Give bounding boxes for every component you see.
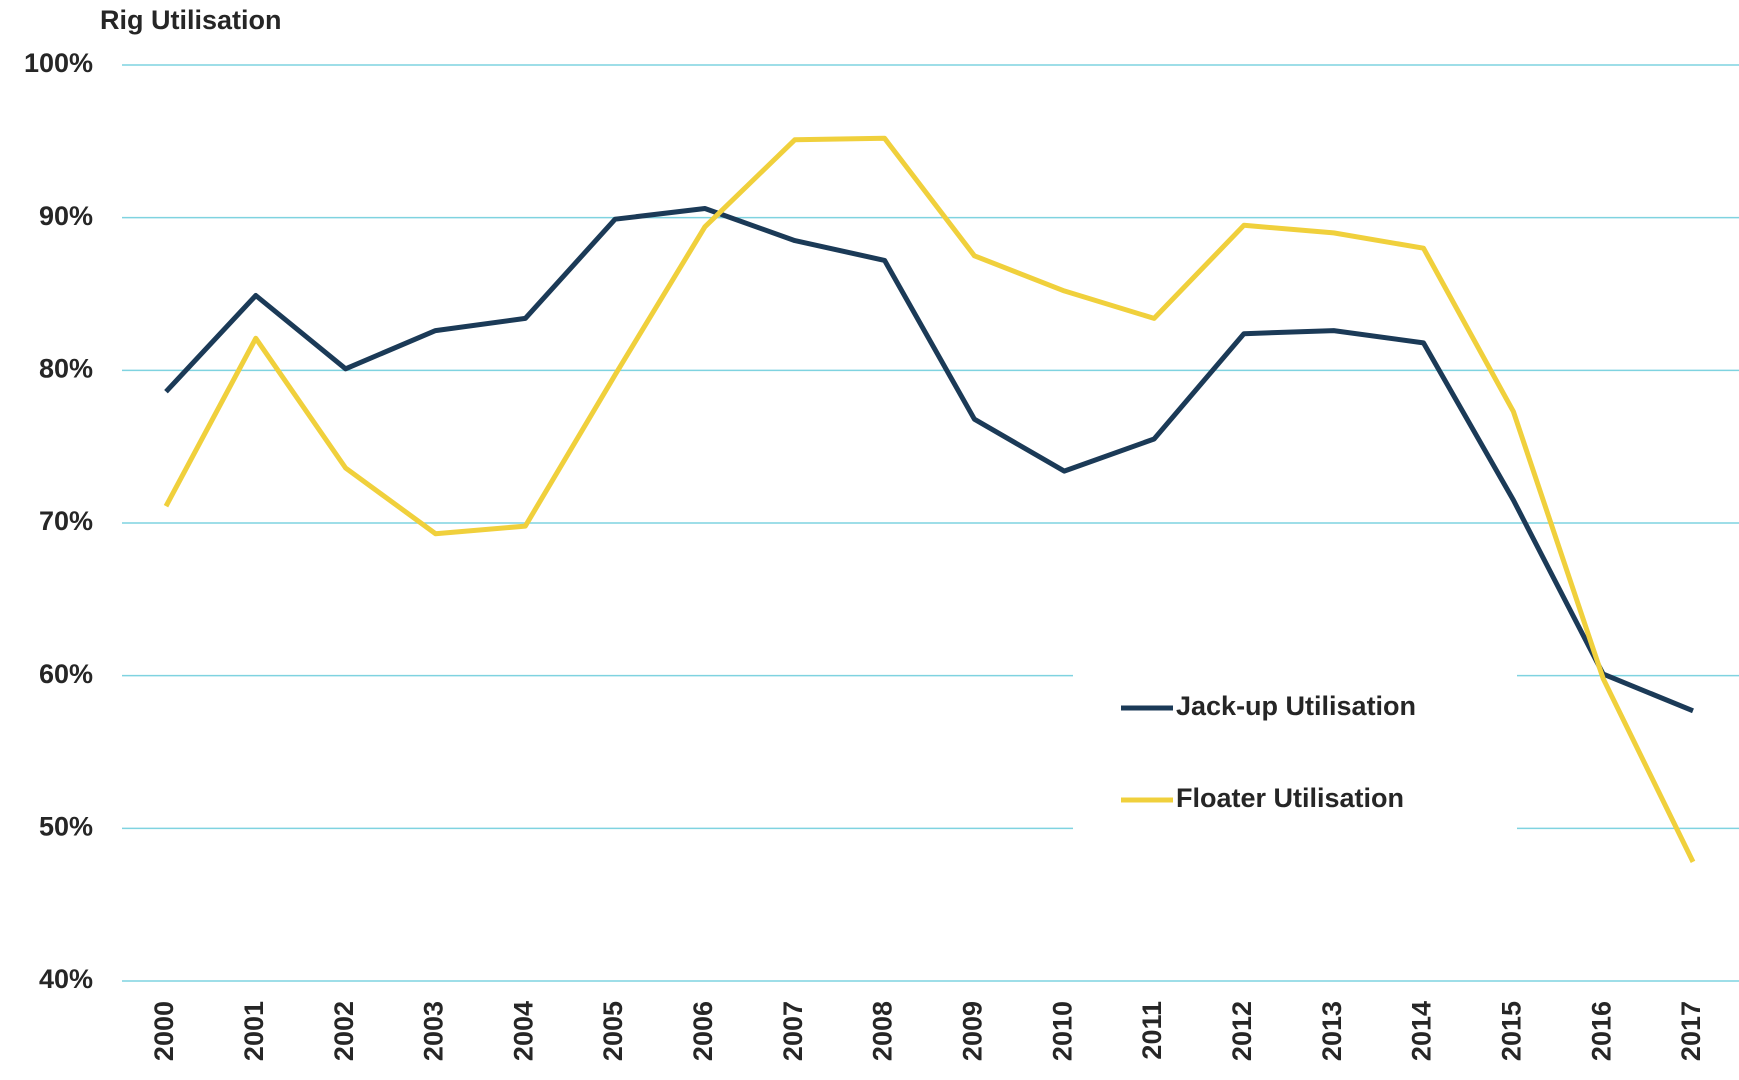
- x-tick-label: 2001: [239, 1001, 269, 1061]
- y-tick-label: 80%: [39, 353, 93, 383]
- x-tick-label: 2000: [149, 1001, 179, 1061]
- y-tick-label: 50%: [39, 811, 93, 841]
- x-tick-label: 2017: [1676, 1001, 1706, 1061]
- y-tick-label: 60%: [39, 659, 93, 689]
- line-series: [164, 206, 1694, 714]
- legend-box: [1073, 654, 1517, 844]
- x-tick-label: 2004: [508, 1001, 538, 1061]
- x-tick-label: 2011: [1137, 1001, 1167, 1060]
- x-tick-label: 2006: [688, 1001, 718, 1061]
- x-tick-label: 2003: [419, 1001, 449, 1061]
- x-tick-label: 2010: [1047, 1001, 1077, 1061]
- y-tick-label: 90%: [39, 201, 93, 231]
- x-tick-label: 2007: [778, 1001, 808, 1061]
- x-tick-label: 2012: [1227, 1001, 1257, 1061]
- y-tick-label: 70%: [39, 506, 93, 536]
- legend-label: Jack-up Utilisation: [1176, 691, 1416, 721]
- x-tick-label: 2002: [329, 1001, 359, 1061]
- x-tick-label: 2015: [1496, 1001, 1526, 1061]
- line-series: [163, 135, 1696, 864]
- legend-label: Floater Utilisation: [1176, 783, 1404, 813]
- x-tick-label: 2009: [958, 1001, 988, 1061]
- chart-title: Rig Utilisation: [100, 5, 282, 35]
- y-tick-label: 100%: [24, 48, 93, 78]
- x-tick-label: 2008: [868, 1001, 898, 1061]
- x-tick-label: 2014: [1407, 1001, 1437, 1061]
- y-tick-label: 40%: [39, 964, 93, 994]
- x-tick-label: 2013: [1317, 1001, 1347, 1061]
- x-tick-label: 2016: [1586, 1001, 1616, 1061]
- x-tick-label: 2005: [598, 1001, 628, 1061]
